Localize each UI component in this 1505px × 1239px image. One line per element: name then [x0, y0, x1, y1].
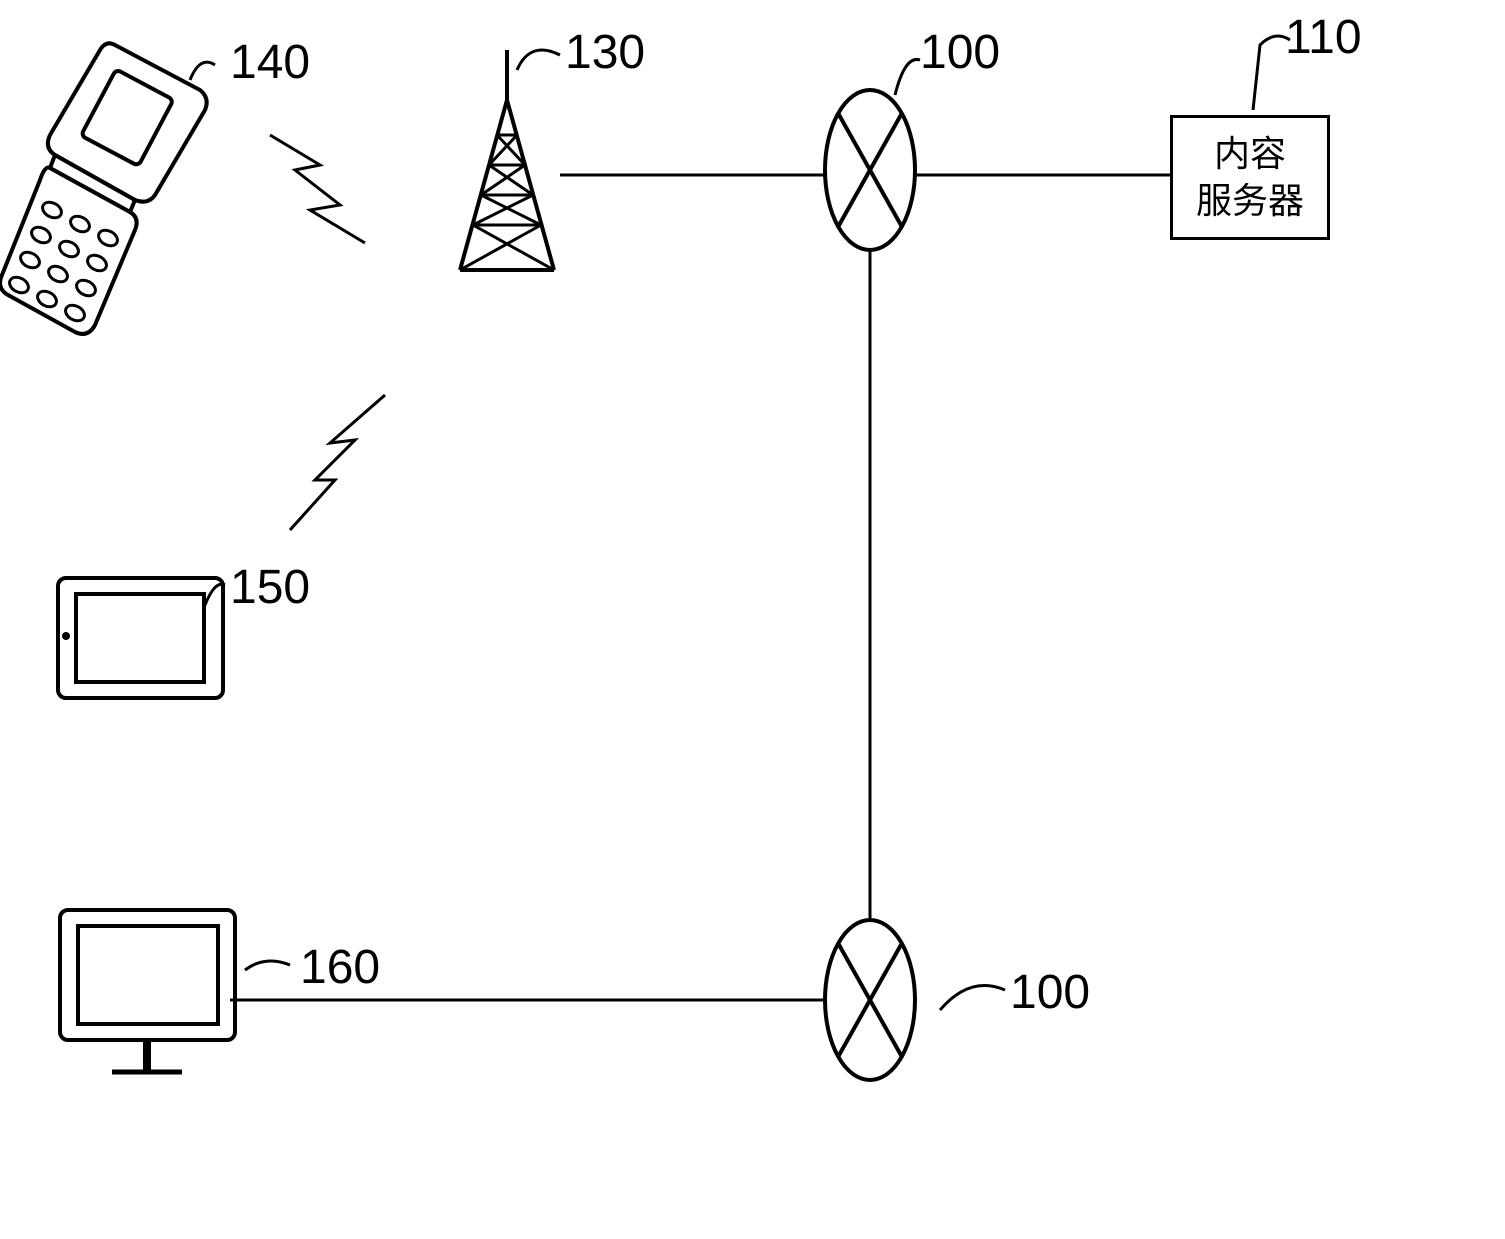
label-tower: 130 [565, 25, 645, 80]
tower-icon [460, 50, 554, 270]
label-switch-top: 100 [920, 25, 1000, 80]
phone-icon [0, 43, 207, 334]
label-tablet: 150 [230, 560, 310, 615]
server-box: 内容 服务器 [1170, 115, 1330, 240]
pc-icon [60, 910, 235, 1072]
tablet-icon [58, 578, 223, 698]
label-switch-bottom: 100 [1010, 965, 1090, 1020]
switch-top-icon [825, 90, 915, 250]
label-pc: 160 [300, 940, 380, 995]
wireless-signals [270, 135, 385, 530]
label-server: 110 [1285, 10, 1362, 65]
server-text-line1: 内容 [1214, 131, 1286, 178]
wireless-phone-icon [270, 135, 365, 243]
switch-bottom-icon [825, 920, 915, 1080]
leader-lines [190, 36, 1290, 1010]
server-text-line2: 服务器 [1196, 178, 1304, 225]
edges [230, 175, 1170, 1000]
wireless-tablet-icon [290, 395, 385, 530]
label-phone: 140 [230, 35, 310, 90]
